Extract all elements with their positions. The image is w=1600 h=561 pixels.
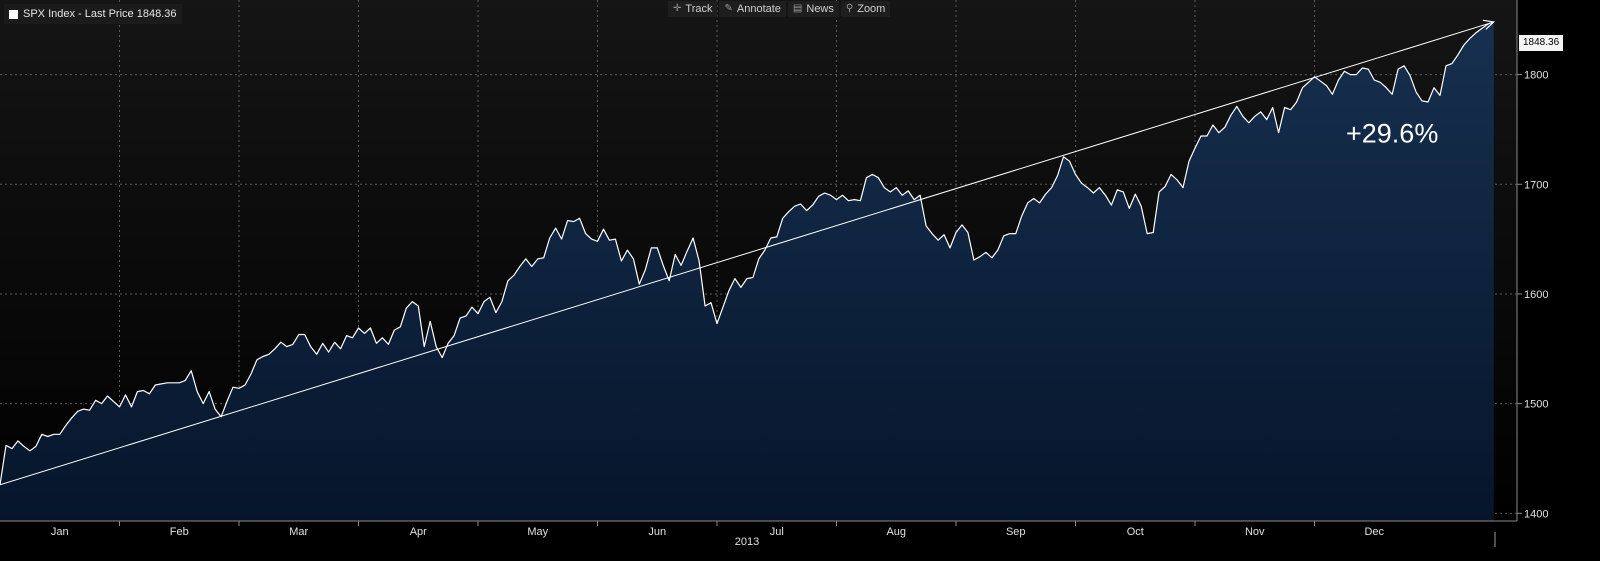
annotate-label: Annotate xyxy=(736,3,781,15)
magnifier-icon: ⚲ xyxy=(845,3,854,14)
price-line xyxy=(0,21,1495,485)
legend: SPX Index - Last Price 1848.36 xyxy=(4,4,183,24)
x-tick-label-may: May xyxy=(527,526,548,538)
chart-toolbar: ✛ Track ✎ Annotate ▤ News ⚲ Zoom xyxy=(668,1,891,17)
trend-line xyxy=(0,19,1496,486)
x-axis-ticks: Jan Feb Mar Apr May Jun Jul Aug Sep Oct Nov Dec xyxy=(51,521,1385,538)
x-tick-label-oct: Oct xyxy=(1127,526,1144,538)
x-tick-label-nov: Nov xyxy=(1245,526,1265,538)
track-button[interactable]: ✛ Track xyxy=(668,1,718,17)
trend-arrowhead xyxy=(1482,19,1496,30)
track-label: Track xyxy=(685,3,713,15)
x-tick-label-jan: Jan xyxy=(51,526,69,538)
legend-swatch xyxy=(9,9,18,19)
price-area xyxy=(0,21,1495,522)
trend-line-segment xyxy=(0,21,1494,486)
news-icon: ▤ xyxy=(792,3,803,14)
zoom-button[interactable]: ⚲ Zoom xyxy=(840,1,891,17)
x-tick-label-mar: Mar xyxy=(289,526,308,538)
y-tick-label-1600: 1600 xyxy=(1524,289,1548,301)
y-axis-ticks: 1400 1500 1600 1700 1800 xyxy=(1517,70,1548,520)
axes xyxy=(0,0,1518,547)
legend-label: SPX Index - Last Price 1848.36 xyxy=(23,8,177,20)
y-tick-label-1400: 1400 xyxy=(1524,508,1548,520)
x-tick-label-dec: Dec xyxy=(1364,526,1384,538)
news-label: News xyxy=(806,3,834,15)
last-price-tag: 1848.36 xyxy=(1519,35,1564,51)
zoom-label: Zoom xyxy=(857,3,886,15)
x-tick-label-jun: Jun xyxy=(648,526,666,538)
x-tick-label-sep: Sep xyxy=(1006,526,1026,538)
pencil-icon: ✎ xyxy=(724,3,733,14)
x-axis-year-label: 2013 xyxy=(735,536,759,548)
x-tick-label-apr: Apr xyxy=(410,526,427,538)
crosshair-icon: ✛ xyxy=(673,3,682,14)
annotate-button[interactable]: ✎ Annotate xyxy=(719,1,786,17)
y-tick-label-1700: 1700 xyxy=(1524,179,1548,191)
x-tick-label-jul: Jul xyxy=(770,526,784,538)
x-tick-label-aug: Aug xyxy=(886,526,906,538)
price-area-fill xyxy=(0,21,1494,522)
y-tick-label-1800: 1800 xyxy=(1524,70,1548,82)
gain-annotation-0: +29.6% xyxy=(1346,119,1438,149)
y-tick-label-1500: 1500 xyxy=(1524,399,1548,411)
annotations: +29.6% xyxy=(1346,119,1438,149)
x-tick-label-feb: Feb xyxy=(170,526,189,538)
news-button[interactable]: ▤ News xyxy=(787,1,839,17)
